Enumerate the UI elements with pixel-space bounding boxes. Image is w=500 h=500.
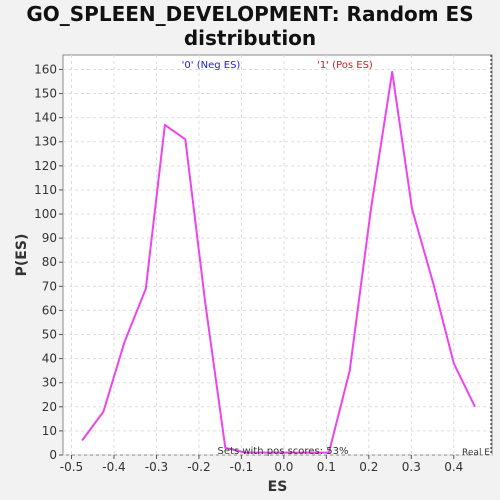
y-tick-label: 50 xyxy=(42,328,57,342)
y-tick-label: 0 xyxy=(49,448,57,462)
y-tick-label: 160 xyxy=(34,62,57,76)
x-axis-label: ES xyxy=(268,479,288,495)
pos-es-label: '1' (Pos ES) xyxy=(317,60,373,71)
y-axis-label: P(ES) xyxy=(14,234,30,277)
y-tick-label: 70 xyxy=(42,279,57,293)
y-tick-label: 100 xyxy=(34,207,57,221)
y-tick-label: 120 xyxy=(34,159,57,173)
y-tick-label: 10 xyxy=(42,424,57,438)
y-tick-label: 60 xyxy=(42,303,57,317)
y-tick-label: 140 xyxy=(34,111,57,125)
x-tick-label: -0.5 xyxy=(60,460,83,474)
y-tick-label: 150 xyxy=(34,87,57,101)
y-tick-label: 20 xyxy=(42,400,57,414)
real-es-label: Real E xyxy=(462,448,490,458)
x-tick-label: -0.1 xyxy=(230,460,253,474)
y-tick-label: 30 xyxy=(42,376,57,390)
plot-area xyxy=(62,54,493,456)
series-line xyxy=(81,70,476,454)
y-tick-label: 110 xyxy=(34,183,57,197)
pos-scores-label: Sets with pos scores: 53% xyxy=(218,446,349,457)
neg-es-label: '0' (Neg ES) xyxy=(182,60,241,71)
x-tick-label: 0.2 xyxy=(359,460,378,474)
x-tick-label: -0.3 xyxy=(145,460,168,474)
x-tick-label: 0.1 xyxy=(317,460,336,474)
y-tick-label: 80 xyxy=(42,255,57,269)
chart-title: GO_SPLEEN_DEVELOPMENT: Random ES distrib… xyxy=(0,2,500,50)
x-tick-label: 0.0 xyxy=(274,460,293,474)
chart-title-line-2: distribution xyxy=(183,26,317,50)
x-tick-label: 0.3 xyxy=(402,460,421,474)
y-tick-label: 40 xyxy=(42,352,57,366)
y-tick-label: 130 xyxy=(34,135,57,149)
x-tick-label: -0.2 xyxy=(187,460,210,474)
y-tick-label: 90 xyxy=(42,231,57,245)
x-tick-label: 0.4 xyxy=(444,460,463,474)
x-tick-label: -0.4 xyxy=(102,460,125,474)
chart-title-line-1: GO_SPLEEN_DEVELOPMENT: Random ES xyxy=(26,2,474,26)
